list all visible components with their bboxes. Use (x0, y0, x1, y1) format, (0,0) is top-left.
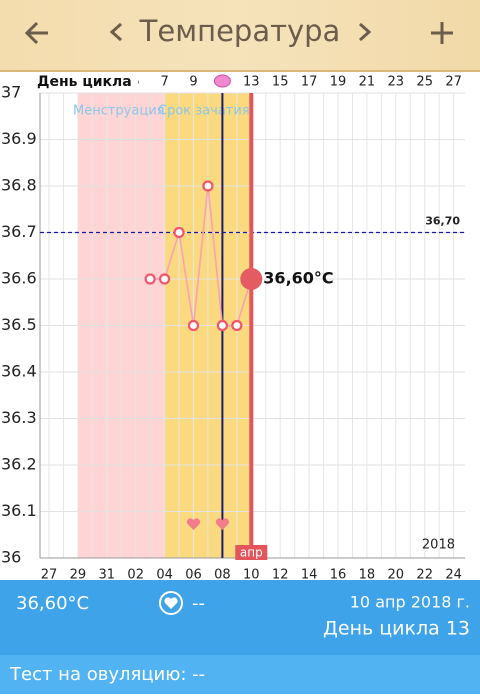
year-label: 2018 (422, 538, 455, 553)
heart-mark (215, 518, 230, 530)
y-tick-label: 36.3 (1, 408, 37, 427)
point (202, 180, 214, 192)
point (173, 226, 185, 239)
next-button[interactable] (359, 22, 372, 42)
band-label: Менструация (73, 104, 164, 119)
y-tick-label: 36.7 (1, 222, 37, 241)
band-label: Срок зачатия (158, 104, 250, 119)
summary-heart: -- (192, 593, 205, 614)
prev-button[interactable] (109, 22, 122, 42)
reference-label: 36,70 (425, 215, 460, 228)
plot: 36 36.1 36.2 36.3 36.4 36.5 36.6 36.7 36.8 36.9 37… (1, 73, 465, 583)
cycle-day-label: 7 (160, 75, 168, 90)
summary-panel (0, 580, 480, 655)
cycle-axis-label-bg (34, 73, 138, 91)
cycle-axis-label: День цикла (37, 74, 132, 90)
y-tick-label: 36.8 (1, 176, 37, 195)
x-tick-label: 20 (388, 568, 405, 583)
month-badge (235, 545, 268, 560)
month-label: апр (240, 546, 263, 560)
heart-icon[interactable] (164, 597, 178, 609)
x-tick-label: 22 (416, 568, 433, 583)
x-tick-label: 14 (301, 568, 318, 583)
header-title: Температура (139, 14, 341, 48)
today-dot (213, 74, 231, 88)
ovulation-panel (0, 655, 480, 694)
cycle-day-label: 17 (301, 75, 318, 90)
header-bar (0, 0, 480, 72)
cycle-day-label: 13 (243, 75, 260, 90)
x-tick-label: 08 (214, 568, 231, 583)
x-tick-label: 24 (445, 568, 462, 583)
ovulation-test[interactable]: Тест на овуляцию: -- (9, 664, 205, 685)
x-tick-label: 18 (359, 568, 376, 583)
x-tick-label: 31 (99, 568, 116, 583)
y-tick-label: 37 (1, 83, 21, 102)
point (216, 319, 228, 332)
y-tick-label: 36.4 (1, 362, 37, 381)
y-tick-label: 36.9 (1, 129, 37, 148)
x-tick-label: 29 (70, 568, 87, 583)
y-tick-label: 36 (1, 548, 21, 567)
back-button[interactable] (24, 21, 48, 45)
x-tick-label: 27 (41, 568, 58, 583)
x-tick-label: 02 (127, 568, 144, 583)
y-tick-label: 36.1 (1, 501, 37, 520)
y-tick-label: 36.2 (1, 455, 37, 474)
cycle-day-label: 19 (330, 75, 347, 90)
cycle-day-label: 15 (272, 75, 289, 90)
y-tick-label: 36.6 (1, 269, 37, 288)
heart-mark (186, 518, 201, 530)
summary-cycle-day: День цикла 13 (323, 618, 470, 640)
y-tick-label: 36.5 (1, 315, 37, 334)
cycle-day-label: 9 (189, 75, 197, 90)
summary-date: 10 апр 2018 г. (350, 593, 470, 612)
x-tick-label: 06 (185, 568, 202, 583)
point (144, 273, 156, 285)
cycle-day-label: 27 (445, 75, 462, 90)
summary-temperature: 36,60°C (16, 593, 89, 614)
x-tick-label: 10 (243, 568, 260, 583)
point (231, 319, 243, 332)
current-point (240, 268, 263, 290)
point-label: 36,60°C (263, 269, 333, 288)
heart-icon-ring[interactable] (159, 591, 183, 615)
point (159, 273, 171, 285)
add-button[interactable] (431, 22, 453, 44)
cycle-day-label: 23 (388, 75, 405, 90)
x-tick-label: 04 (156, 568, 173, 583)
cycle-day-label: 21 (359, 75, 376, 90)
point (187, 319, 200, 332)
cycle-day-label: 25 (416, 75, 433, 90)
x-tick-label: 16 (330, 568, 347, 583)
x-tick-label: 12 (272, 568, 289, 583)
